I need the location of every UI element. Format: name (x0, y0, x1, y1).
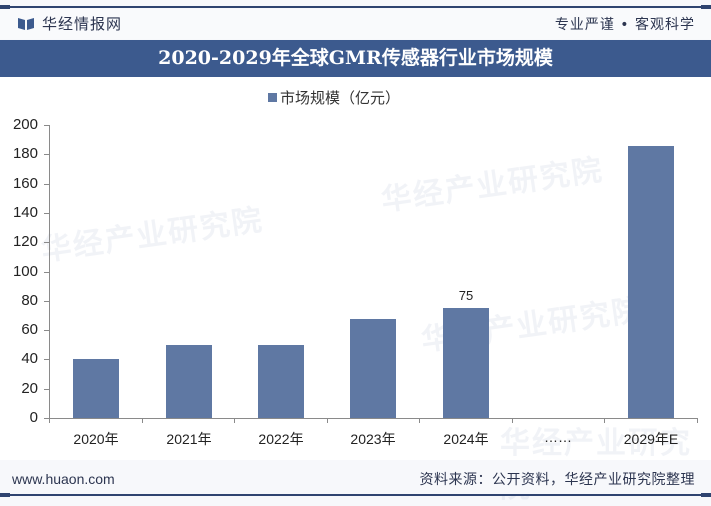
header-bar (0, 9, 711, 39)
y-tick (44, 301, 49, 302)
y-tick (44, 125, 49, 126)
y-tick (44, 154, 49, 155)
bar-2029e (628, 146, 674, 418)
x-axis (49, 418, 698, 419)
x-tick-label: 2022年 (258, 431, 304, 447)
bar-2020 (73, 359, 119, 418)
y-tick (44, 242, 49, 243)
y-tick-label: 0 (29, 409, 38, 426)
y-tick-label: 80 (21, 292, 38, 309)
x-tick (697, 418, 698, 423)
x-tick-label: 2029年E (623, 431, 679, 447)
bar-2022 (258, 345, 304, 418)
y-tick (44, 389, 49, 390)
x-tick-label: …… (544, 429, 572, 445)
slogan: 专业严谨 • 客观科学 (554, 17, 695, 33)
y-tick-label: 60 (21, 321, 38, 338)
chart-title: 2020-2029年全球GMR传感器行业市场规模 (158, 47, 553, 69)
x-tick-label: 2021年 (166, 431, 212, 447)
book-logo-icon (18, 18, 34, 30)
y-tick-label: 140 (12, 204, 38, 221)
legend-swatch (268, 93, 277, 102)
x-tick (49, 418, 50, 423)
x-tick (327, 418, 328, 423)
bottom-rule (0, 493, 711, 497)
y-tick-label: 40 (21, 350, 38, 367)
y-tick-label: 160 (12, 175, 38, 192)
footer-url[interactable]: www.huaon.com (12, 471, 115, 487)
bar-2024 (443, 308, 489, 418)
legend-label: 市场规模（亿元） (280, 89, 401, 107)
brand-name: 华经情报网 (42, 15, 123, 33)
footer-source: 资料来源：公开资料，华经产业研究院整理 (419, 472, 695, 488)
y-tick (44, 359, 49, 360)
x-tick (604, 418, 605, 423)
y-tick (44, 272, 49, 273)
y-tick-label: 120 (12, 233, 38, 250)
top-rule (0, 5, 711, 9)
y-tick-label: 200 (12, 116, 38, 133)
x-tick-label: 2023年 (350, 431, 396, 447)
y-tick-label: 20 (21, 380, 38, 397)
x-tick (142, 418, 143, 423)
footer (0, 462, 711, 494)
y-tick (44, 330, 49, 331)
y-tick-label: 180 (12, 145, 38, 162)
title-band (0, 40, 711, 77)
y-tick-label: 100 (12, 263, 38, 280)
data-label-2024: 75 (458, 288, 474, 303)
y-tick (44, 418, 49, 419)
bar-2023 (350, 319, 396, 418)
y-tick (44, 184, 49, 185)
legend: 市场规模（亿元） (268, 87, 400, 108)
bar-2021 (166, 345, 212, 418)
x-tick (234, 418, 235, 423)
x-tick (419, 418, 420, 423)
x-tick-label: 2024年 (443, 431, 489, 447)
y-tick (44, 213, 49, 214)
x-tick-label: 2020年 (73, 431, 119, 447)
y-axis (49, 125, 50, 419)
x-tick (512, 418, 513, 423)
